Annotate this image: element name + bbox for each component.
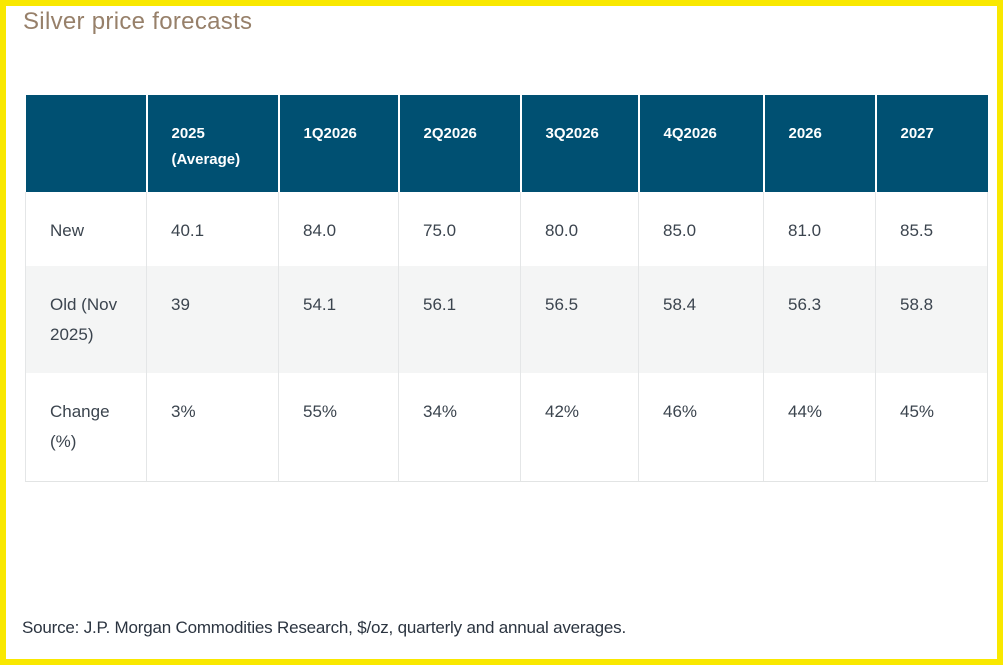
- data-cell: 45%: [875, 373, 988, 482]
- column-header-2025-average: 2025 (Average): [145, 95, 279, 192]
- row-label: Old (Nov 2025): [25, 266, 147, 373]
- data-cell: 40.1: [146, 192, 279, 266]
- row-label: New: [25, 192, 147, 266]
- data-cell: 42%: [520, 373, 639, 482]
- data-cell: 81.0: [763, 192, 876, 266]
- column-header-blank: [25, 95, 147, 192]
- data-cell: 56.3: [763, 266, 876, 373]
- data-cell: 80.0: [520, 192, 639, 266]
- data-cell: 85.0: [638, 192, 764, 266]
- data-cell: 54.1: [278, 266, 399, 373]
- data-cell: 56.1: [398, 266, 521, 373]
- data-cell: 58.8: [875, 266, 988, 373]
- source-note: Source: J.P. Morgan Commodities Research…: [22, 618, 626, 637]
- column-header-2026: 2026: [762, 95, 876, 192]
- data-cell: 84.0: [278, 192, 399, 266]
- table-row-new: New 40.1 84.0 75.0 80.0 85.0 81.0 85.5: [25, 192, 988, 266]
- column-header-2027: 2027: [874, 95, 988, 192]
- data-cell: 85.5: [875, 192, 988, 266]
- table-row-old: Old (Nov 2025) 39 54.1 56.1 56.5 58.4 56…: [25, 266, 988, 373]
- table-row-change: Change (%) 3% 55% 34% 42% 46% 44% 45%: [25, 373, 988, 482]
- data-cell: 46%: [638, 373, 764, 482]
- data-cell: 56.5: [520, 266, 639, 373]
- column-header-1q2026: 1Q2026: [277, 95, 399, 192]
- data-cell: 39: [146, 266, 279, 373]
- column-header-2q2026: 2Q2026: [397, 95, 521, 192]
- data-cell: 34%: [398, 373, 521, 482]
- column-header-3q2026: 3Q2026: [519, 95, 639, 192]
- data-cell: 58.4: [638, 266, 764, 373]
- data-cell: 55%: [278, 373, 399, 482]
- data-cell: 44%: [763, 373, 876, 482]
- column-header-4q2026: 4Q2026: [637, 95, 764, 192]
- silver-price-forecast-table: 2025 (Average) 1Q2026 2Q2026 3Q2026 4Q20…: [25, 95, 988, 482]
- data-cell: 75.0: [398, 192, 521, 266]
- table-header-row: 2025 (Average) 1Q2026 2Q2026 3Q2026 4Q20…: [25, 95, 988, 192]
- data-cell: 3%: [146, 373, 279, 482]
- page-title: Silver price forecasts: [23, 8, 253, 35]
- row-label: Change (%): [25, 373, 147, 482]
